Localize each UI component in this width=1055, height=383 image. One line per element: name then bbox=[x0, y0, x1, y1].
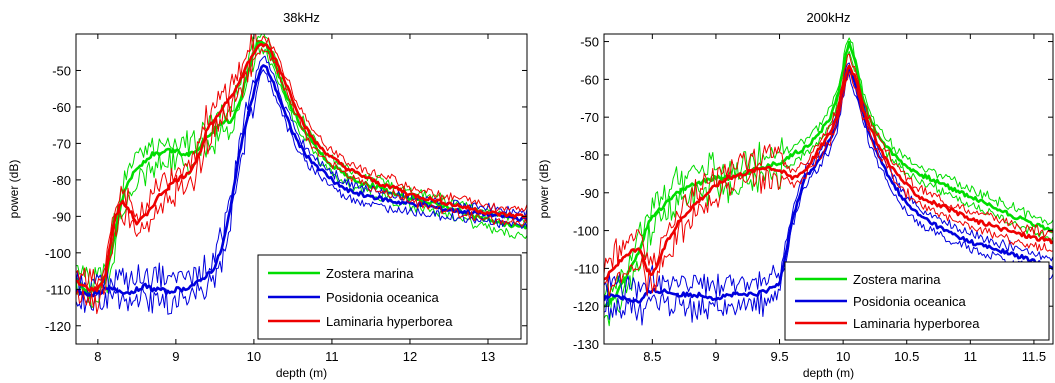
y-tick-label: -80 bbox=[52, 173, 71, 188]
x-tick-label: 11 bbox=[964, 349, 978, 364]
y-tick-label: -100 bbox=[45, 246, 71, 261]
legend-label-zostera: Zostera marina bbox=[326, 266, 414, 281]
series-group bbox=[76, 34, 527, 315]
series-line-zostera bbox=[604, 40, 1053, 308]
y-tick-label: -70 bbox=[580, 110, 599, 125]
y-tick-label: -110 bbox=[46, 282, 71, 297]
chart-38khz: 8 9 10 11 12 13 -120 -110 -100 -90 -80 -70 -60 -50 38k… bbox=[7, 10, 528, 380]
series-envelope-laminaria-upper bbox=[604, 53, 1053, 275]
y-tick-label: -120 bbox=[45, 319, 71, 334]
series-line-posidonia bbox=[604, 67, 1053, 304]
y-axis-label: power (dB) bbox=[537, 160, 551, 219]
series-envelope-laminaria-lower bbox=[76, 48, 527, 315]
y-tick-label: -110 bbox=[574, 261, 599, 276]
series-envelope-zostera-upper bbox=[604, 37, 1053, 307]
x-tick-label: 11.5 bbox=[1022, 349, 1046, 364]
x-axis-label: depth (m) bbox=[803, 366, 854, 380]
series-envelope-posidonia-lower bbox=[76, 69, 527, 315]
x-tick-label: 9 bbox=[712, 349, 719, 364]
legend-label-posidonia: Posidonia oceanica bbox=[326, 290, 440, 305]
y-axis-label: power (dB) bbox=[7, 160, 21, 219]
legend-label-laminaria: Laminaria hyperborea bbox=[853, 316, 980, 331]
legend-label-zostera: Zostera marina bbox=[853, 272, 941, 287]
y-tick-label: -130 bbox=[573, 337, 599, 352]
x-tick-label: 10 bbox=[247, 349, 261, 364]
series-line-laminaria bbox=[604, 64, 1053, 281]
axes-box bbox=[603, 33, 1054, 345]
y-tick-label: -60 bbox=[580, 72, 599, 87]
axes-box bbox=[75, 33, 528, 345]
y-tick-label: -90 bbox=[580, 186, 599, 201]
x-tick-label: 9 bbox=[172, 349, 179, 364]
series-line-laminaria bbox=[76, 43, 527, 293]
legend-label-laminaria: Laminaria hyperborea bbox=[326, 314, 453, 329]
legend: Zostera marina Posidonia oceanica Laminari… bbox=[784, 261, 1050, 341]
y-tick-label: -60 bbox=[52, 100, 71, 115]
series-envelope-zostera-lower bbox=[604, 50, 1053, 327]
y-tick-label: -50 bbox=[52, 63, 71, 78]
y-tick-label: -50 bbox=[580, 35, 599, 50]
x-tick-label: 11 bbox=[325, 349, 339, 364]
x-tick-label: 13 bbox=[481, 349, 495, 364]
y-tick-label: -70 bbox=[52, 136, 71, 151]
series-group bbox=[604, 37, 1053, 327]
y-tick-label: -80 bbox=[580, 148, 599, 163]
x-axis-label: depth (m) bbox=[276, 366, 327, 380]
x-tick-label: 9.5 bbox=[770, 349, 788, 364]
x-tick-label: 8.5 bbox=[643, 349, 661, 364]
series-envelope-laminaria-upper bbox=[76, 34, 527, 288]
series-envelope-laminaria-lower bbox=[604, 71, 1053, 297]
x-tick-label: 12 bbox=[403, 349, 417, 364]
y-tick-label: -120 bbox=[573, 299, 599, 314]
chart-title: 200kHz bbox=[806, 10, 850, 25]
legend-label-posidonia: Posidonia oceanica bbox=[853, 294, 967, 309]
chart-200khz: 8.5 9 9.5 10 10.5 11 11.5 -130 -120 -110 -100 -90 -8… bbox=[537, 10, 1054, 380]
y-tick-label: -90 bbox=[52, 209, 71, 224]
x-tick-label: 8 bbox=[94, 349, 101, 364]
chart-title: 38kHz bbox=[283, 10, 320, 25]
y-tick-label: -100 bbox=[573, 224, 599, 239]
x-tick-label: 10.5 bbox=[894, 349, 919, 364]
x-tick-label: 10 bbox=[836, 349, 850, 364]
legend: Zostera marina Posidonia oceanica Laminari… bbox=[257, 254, 522, 340]
